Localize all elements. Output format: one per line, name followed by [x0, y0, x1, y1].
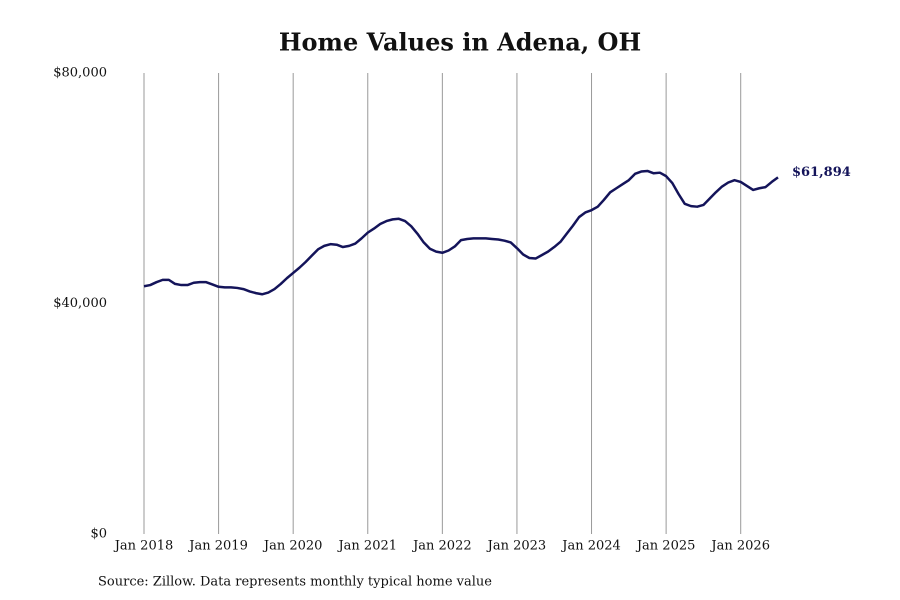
x-tick-label: Jan 2019: [187, 539, 248, 554]
x-tick-label: Jan 2022: [411, 539, 472, 554]
y-tick-label: $80,000: [53, 66, 107, 81]
source-note: Source: Zillow. Data represents monthly …: [98, 575, 492, 590]
x-tick-label: Jan 2020: [262, 539, 323, 554]
x-tick-label: Jan 2026: [709, 539, 770, 554]
value-label: $61,894: [792, 165, 851, 180]
line-series: [143, 169, 779, 296]
x-tick-label: Jan 2021: [336, 539, 397, 554]
x-tick-label: Jan 2025: [635, 539, 696, 554]
y-tick-label: $40,000: [53, 296, 107, 311]
x-tick-label: Jan 2018: [113, 539, 174, 554]
x-tick-label: Jan 2023: [486, 539, 547, 554]
x-tick-label: Jan 2024: [560, 539, 621, 554]
y-tick-label: $0: [90, 527, 107, 542]
chart-title: Home Values in Adena, OH: [279, 28, 641, 57]
